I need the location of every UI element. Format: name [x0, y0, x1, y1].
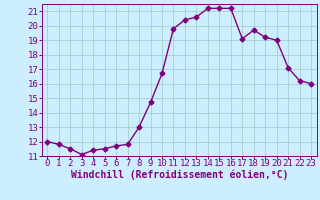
X-axis label: Windchill (Refroidissement éolien,°C): Windchill (Refroidissement éolien,°C) [70, 170, 288, 180]
